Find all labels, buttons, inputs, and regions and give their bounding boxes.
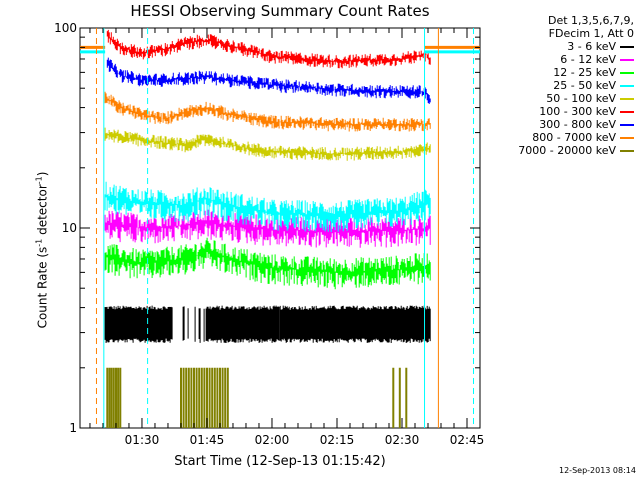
x-tick-label: 01:45	[190, 433, 225, 447]
y-axis-label: Count Rate (s-1 detector-1)	[34, 171, 50, 329]
y-tick-label: 100	[54, 21, 77, 35]
legend-item: 50 - 100 keV	[478, 92, 634, 105]
legend-item-label: 25 - 50 keV	[553, 79, 616, 92]
y-tick-label: 10	[62, 221, 77, 235]
series-7000-20000-kev	[106, 367, 408, 428]
legend-swatch	[620, 71, 634, 74]
legend-item: 100 - 300 keV	[478, 105, 634, 118]
legend-item: 12 - 25 keV	[478, 66, 634, 79]
x-tick-label: 02:00	[255, 433, 290, 447]
legend-item: 7000 - 20000 keV	[478, 144, 634, 157]
legend-item: 25 - 50 keV	[478, 79, 634, 92]
x-axis-label: Start Time (12-Sep-13 01:15:42)	[174, 454, 386, 469]
legend-swatch	[620, 149, 634, 152]
legend-swatch	[620, 58, 634, 61]
generated-timestamp: 12-Sep-2013 08:14	[559, 466, 636, 475]
series-800-7000-kev	[104, 91, 431, 132]
legend-swatch	[620, 45, 634, 48]
axes-group: 1 10 100 01:30 01:45 02:00 02:15 02:30 02:45	[54, 21, 484, 447]
legend-header-line-2: FDecim 1, Att 0	[548, 27, 634, 40]
legend-swatch	[620, 123, 634, 126]
x-tick-label: 02:45	[450, 433, 485, 447]
series-300-800-kev	[106, 57, 431, 104]
series-25-50-kev	[104, 181, 431, 233]
legend-item-label: 100 - 300 keV	[539, 105, 616, 118]
legend-header-line-1: Det 1,3,5,6,7,9,	[547, 14, 634, 27]
legend-item-label: 50 - 100 keV	[546, 92, 616, 105]
legend-item: 6 - 12 keV	[478, 53, 634, 66]
series-12-25-kev	[104, 237, 431, 290]
legend-item-label: 300 - 800 keV	[539, 118, 616, 131]
legend-item-label: 12 - 25 keV	[553, 66, 616, 79]
legend-swatch	[620, 97, 634, 100]
x-tick-label: 01:30	[125, 433, 160, 447]
legend-swatch	[620, 110, 634, 113]
legend-swatch	[620, 84, 634, 87]
legend-item: 3 - 6 keV	[478, 40, 634, 53]
y-tick-label: 1	[69, 421, 77, 435]
legend-item-label: 7000 - 20000 keV	[518, 144, 616, 157]
legend-swatch	[620, 136, 634, 139]
x-tick-label: 02:30	[385, 433, 420, 447]
legend-item-label: 6 - 12 keV	[560, 53, 616, 66]
series-100-300-kev	[106, 29, 431, 69]
legend-rows: 3 - 6 keV 6 - 12 keV 12 - 25 keV 25 - 50 ke…	[478, 40, 634, 157]
series-6-12-kev	[104, 209, 431, 248]
series-group	[104, 29, 431, 428]
legend-item: 300 - 800 keV	[478, 118, 634, 131]
x-tick-label: 02:15	[320, 433, 355, 447]
legend-item-label: 800 - 7000 keV	[532, 131, 616, 144]
legend-item-label: 3 - 6 keV	[567, 40, 616, 53]
chart-title: HESSI Observing Summary Count Rates	[130, 2, 430, 20]
series-3-6-kev	[104, 305, 431, 343]
series-50-100-kev	[104, 127, 431, 161]
legend: Det 1,3,5,6,7,9, FDecim 1, Att 0 3 - 6 k…	[478, 14, 634, 157]
legend-item: 800 - 7000 keV	[478, 131, 634, 144]
